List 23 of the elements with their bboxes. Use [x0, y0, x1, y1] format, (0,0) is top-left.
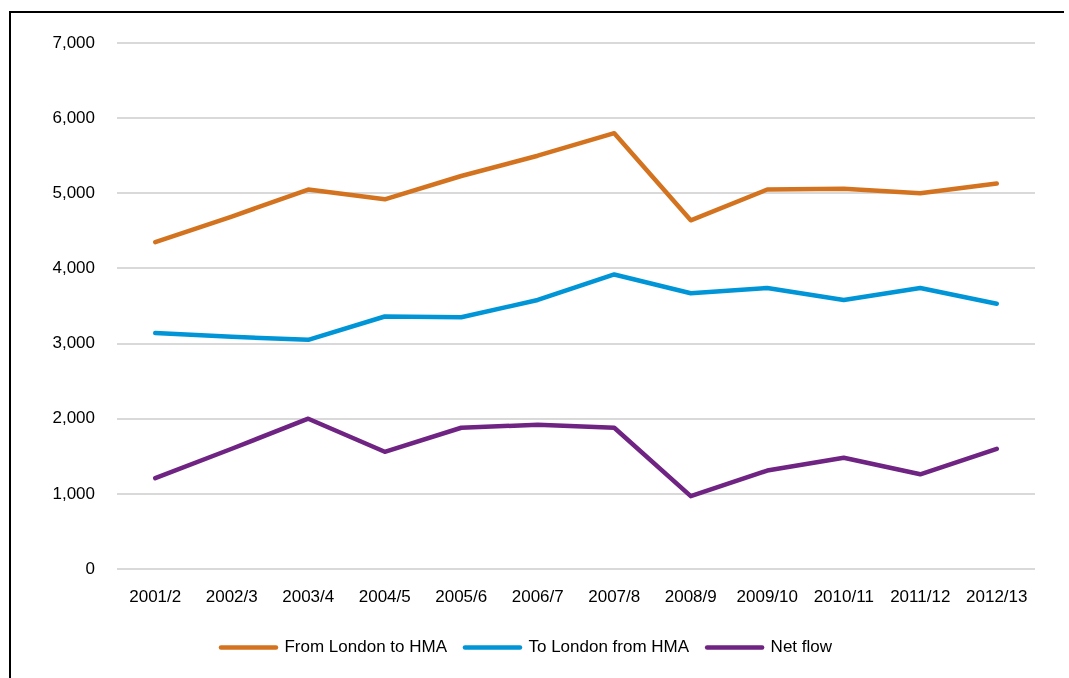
x-tick-label: 2006/7	[511, 586, 564, 606]
y-tick-label: 2,000	[52, 408, 95, 428]
x-tick-label: 2012/13	[966, 586, 1028, 606]
x-tick-label: 2008/9	[664, 586, 717, 606]
y-tick-label: 6,000	[52, 107, 95, 127]
y-tick-label: 0	[85, 558, 95, 578]
x-tick-label: 2007/8	[588, 586, 641, 606]
x-tick-label: 2004/5	[358, 586, 411, 606]
x-tick-label: 2005/6	[435, 586, 488, 606]
x-tick-label: 2001/2	[129, 586, 182, 606]
y-tick-label: 1,000	[52, 483, 95, 503]
x-tick-label: 2009/10	[736, 586, 798, 606]
x-tick-label: 2010/11	[813, 586, 874, 606]
x-tick-label: 2003/4	[282, 586, 335, 606]
legend-label: To London from HMA	[528, 637, 690, 657]
y-tick-label: 3,000	[52, 333, 95, 353]
legend-label: Net flow	[770, 637, 833, 657]
y-tick-label: 5,000	[52, 182, 95, 202]
x-tick-label: 2002/3	[205, 586, 258, 606]
legend-label: From London to HMA	[284, 637, 448, 657]
y-tick-label: 7,000	[52, 32, 95, 52]
y-tick-label: 4,000	[52, 258, 95, 278]
x-tick-label: 2011/12	[890, 586, 951, 606]
